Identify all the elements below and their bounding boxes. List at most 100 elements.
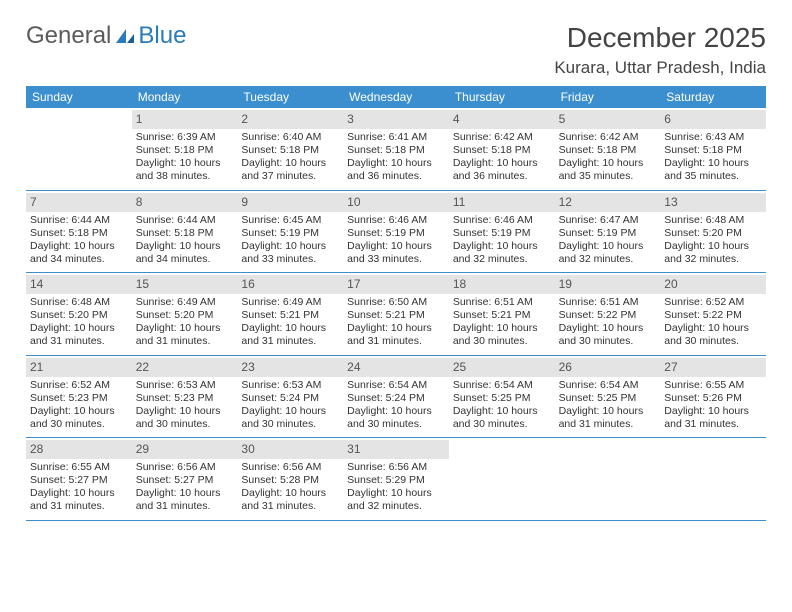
day-number: 30 <box>237 440 343 459</box>
day-number: 10 <box>343 193 449 212</box>
day-number: 16 <box>237 275 343 294</box>
day-details: Sunrise: 6:49 AMSunset: 5:21 PMDaylight:… <box>241 296 339 349</box>
empty-cell <box>26 108 132 190</box>
day-number: 29 <box>132 440 238 459</box>
day-details: Sunrise: 6:44 AMSunset: 5:18 PMDaylight:… <box>30 214 128 267</box>
day-details: Sunrise: 6:46 AMSunset: 5:19 PMDaylight:… <box>453 214 551 267</box>
day-number: 8 <box>132 193 238 212</box>
day-cell: 9 Sunrise: 6:45 AMSunset: 5:19 PMDaylight… <box>237 191 343 273</box>
day-number: 28 <box>26 440 132 459</box>
day-number: 20 <box>660 275 766 294</box>
day-details: Sunrise: 6:46 AMSunset: 5:19 PMDaylight:… <box>347 214 445 267</box>
day-details: Sunrise: 6:52 AMSunset: 5:22 PMDaylight:… <box>664 296 762 349</box>
day-cell: 15 Sunrise: 6:49 AMSunset: 5:20 PMDayligh… <box>132 273 238 355</box>
day-cell: 12 Sunrise: 6:47 AMSunset: 5:19 PMDayligh… <box>555 191 661 273</box>
location: Kurara, Uttar Pradesh, India <box>554 58 766 78</box>
day-details: Sunrise: 6:48 AMSunset: 5:20 PMDaylight:… <box>30 296 128 349</box>
day-cell: 26Sunrise: 6:54 AMSunset: 5:25 PMDayligh… <box>555 356 661 438</box>
day-number: 13 <box>660 193 766 212</box>
empty-cell <box>660 438 766 520</box>
day-details: Sunrise: 6:49 AMSunset: 5:20 PMDaylight:… <box>136 296 234 349</box>
weeks-container: 1Sunrise: 6:39 AMSunset: 5:18 PMDaylight… <box>26 108 766 521</box>
day-cell: 29 Sunrise: 6:56 AMSunset: 5:27 PMDayligh… <box>132 438 238 520</box>
day-number: 23 <box>237 358 343 377</box>
day-details: Sunrise: 6:50 AMSunset: 5:21 PMDaylight:… <box>347 296 445 349</box>
day-cell: 20 Sunrise: 6:52 AMSunset: 5:22 PMDayligh… <box>660 273 766 355</box>
day-details: Sunrise: 6:54 AMSunset: 5:24 PMDaylight:… <box>347 379 445 432</box>
day-number: 15 <box>132 275 238 294</box>
day-details: Sunrise: 6:52 AMSunset: 5:23 PMDaylight:… <box>30 379 128 432</box>
week-row: 1Sunrise: 6:39 AMSunset: 5:18 PMDaylight… <box>26 108 766 191</box>
day-cell: 17 Sunrise: 6:50 AMSunset: 5:21 PMDayligh… <box>343 273 449 355</box>
day-number: 4 <box>449 110 555 129</box>
day-details: Sunrise: 6:54 AMSunset: 5:25 PMDaylight:… <box>453 379 551 432</box>
day-details: Sunrise: 6:41 AMSunset: 5:18 PMDaylight:… <box>347 131 445 184</box>
calendar: SundayMondayTuesdayWednesdayThursdayFrid… <box>26 86 766 521</box>
day-cell: 7Sunrise: 6:44 AMSunset: 5:18 PMDaylight… <box>26 191 132 273</box>
day-cell: 14 Sunrise: 6:48 AMSunset: 5:20 PMDayligh… <box>26 273 132 355</box>
day-cell: 11 Sunrise: 6:46 AMSunset: 5:19 PMDayligh… <box>449 191 555 273</box>
day-details: Sunrise: 6:51 AMSunset: 5:21 PMDaylight:… <box>453 296 551 349</box>
day-cell: 16 Sunrise: 6:49 AMSunset: 5:21 PMDayligh… <box>237 273 343 355</box>
week-row: 14 Sunrise: 6:48 AMSunset: 5:20 PMDayligh… <box>26 273 766 356</box>
day-number: 27 <box>660 358 766 377</box>
day-cell: 3 Sunrise: 6:41 AMSunset: 5:18 PMDaylight… <box>343 108 449 190</box>
day-cell: 1Sunrise: 6:39 AMSunset: 5:18 PMDaylight… <box>132 108 238 190</box>
day-number: 5 <box>555 110 661 129</box>
day-details: Sunrise: 6:51 AMSunset: 5:22 PMDaylight:… <box>559 296 657 349</box>
day-number: 26 <box>555 358 661 377</box>
week-row: 7Sunrise: 6:44 AMSunset: 5:18 PMDaylight… <box>26 191 766 274</box>
day-number: 11 <box>449 193 555 212</box>
dow-cell: Thursday <box>449 86 555 108</box>
day-cell: 31 Sunrise: 6:56 AMSunset: 5:29 PMDayligh… <box>343 438 449 520</box>
day-details: Sunrise: 6:45 AMSunset: 5:19 PMDaylight:… <box>241 214 339 267</box>
day-number: 9 <box>237 193 343 212</box>
day-number: 19 <box>555 275 661 294</box>
day-details: Sunrise: 6:42 AMSunset: 5:18 PMDaylight:… <box>453 131 551 184</box>
day-details: Sunrise: 6:53 AMSunset: 5:24 PMDaylight:… <box>241 379 339 432</box>
logo-text-1: General <box>26 22 111 50</box>
day-number: 17 <box>343 275 449 294</box>
dow-cell: Sunday <box>26 86 132 108</box>
day-cell: 27Sunrise: 6:55 AMSunset: 5:26 PMDayligh… <box>660 356 766 438</box>
day-cell: 5 Sunrise: 6:42 AMSunset: 5:18 PMDaylight… <box>555 108 661 190</box>
day-cell: 25Sunrise: 6:54 AMSunset: 5:25 PMDayligh… <box>449 356 555 438</box>
day-number: 24 <box>343 358 449 377</box>
day-cell: 2 Sunrise: 6:40 AMSunset: 5:18 PMDaylight… <box>237 108 343 190</box>
logo-text-2: Blue <box>138 22 186 50</box>
day-number: 21 <box>26 358 132 377</box>
day-number: 2 <box>237 110 343 129</box>
day-number: 14 <box>26 275 132 294</box>
day-details: Sunrise: 6:56 AMSunset: 5:27 PMDaylight:… <box>136 461 234 514</box>
day-number: 22 <box>132 358 238 377</box>
week-row: 28 Sunrise: 6:55 AMSunset: 5:27 PMDayligh… <box>26 438 766 521</box>
title-block: December 2025 Kurara, Uttar Pradesh, Ind… <box>554 22 766 78</box>
dow-cell: Saturday <box>660 86 766 108</box>
day-details: Sunrise: 6:40 AMSunset: 5:18 PMDaylight:… <box>241 131 339 184</box>
day-cell: 23 Sunrise: 6:53 AMSunset: 5:24 PMDayligh… <box>237 356 343 438</box>
day-details: Sunrise: 6:42 AMSunset: 5:18 PMDaylight:… <box>559 131 657 184</box>
day-details: Sunrise: 6:44 AMSunset: 5:18 PMDaylight:… <box>136 214 234 267</box>
day-number: 1 <box>132 110 238 129</box>
day-details: Sunrise: 6:56 AMSunset: 5:28 PMDaylight:… <box>241 461 339 514</box>
month-title: December 2025 <box>554 22 766 54</box>
dow-cell: Wednesday <box>343 86 449 108</box>
empty-cell <box>449 438 555 520</box>
header: General Blue December 2025 Kurara, Uttar… <box>26 22 766 78</box>
day-details: Sunrise: 6:47 AMSunset: 5:19 PMDaylight:… <box>559 214 657 267</box>
day-cell: 30 Sunrise: 6:56 AMSunset: 5:28 PMDayligh… <box>237 438 343 520</box>
day-number: 3 <box>343 110 449 129</box>
day-number: 31 <box>343 440 449 459</box>
day-details: Sunrise: 6:56 AMSunset: 5:29 PMDaylight:… <box>347 461 445 514</box>
day-details: Sunrise: 6:55 AMSunset: 5:27 PMDaylight:… <box>30 461 128 514</box>
day-cell: 13 Sunrise: 6:48 AMSunset: 5:20 PMDayligh… <box>660 191 766 273</box>
day-cell: 8 Sunrise: 6:44 AMSunset: 5:18 PMDaylight… <box>132 191 238 273</box>
week-row: 21 Sunrise: 6:52 AMSunset: 5:23 PMDayligh… <box>26 356 766 439</box>
dow-cell: Monday <box>132 86 238 108</box>
day-cell: 21 Sunrise: 6:52 AMSunset: 5:23 PMDayligh… <box>26 356 132 438</box>
dow-cell: Friday <box>555 86 661 108</box>
day-details: Sunrise: 6:48 AMSunset: 5:20 PMDaylight:… <box>664 214 762 267</box>
day-number: 18 <box>449 275 555 294</box>
day-cell: 6Sunrise: 6:43 AMSunset: 5:18 PMDaylight… <box>660 108 766 190</box>
day-number: 12 <box>555 193 661 212</box>
